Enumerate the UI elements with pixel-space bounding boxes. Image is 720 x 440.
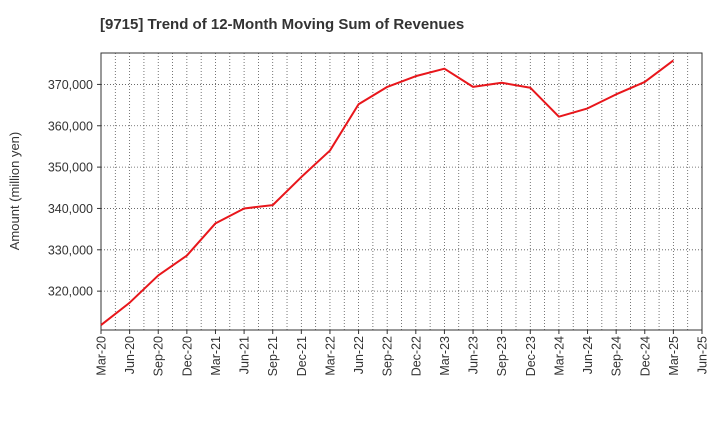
x-tick-label: Dec-22 [409,336,423,376]
x-tick-label: Sep-24 [610,336,624,376]
x-tick-label: Sep-21 [266,336,280,376]
x-tick-label: Jun-24 [581,336,595,374]
x-tick-label: Jun-22 [352,336,366,374]
y-axis-label: Amount (million yen) [7,132,22,251]
plot-frame [100,52,703,331]
x-tick-label: Dec-23 [524,336,538,376]
y-tick-label: 330,000 [48,243,93,257]
x-tick-label: Dec-20 [180,336,194,376]
y-tick-label: 340,000 [48,202,93,216]
x-tick-label: Jun-23 [467,336,481,374]
x-tick-label: Mar-20 [95,336,109,376]
x-tick-label: Dec-21 [295,336,309,376]
x-tick-label: Mar-23 [438,336,452,376]
x-tick-label: Dec-24 [638,336,652,376]
x-tick-label: Mar-21 [209,336,223,376]
x-tick-label: Sep-20 [152,336,166,376]
y-tick-label: 370,000 [48,78,93,92]
x-tick-label: Sep-22 [381,336,395,376]
y-tick-label: 320,000 [48,285,93,299]
x-tick-label: Jun-20 [123,336,137,374]
x-tick-label: Sep-23 [495,336,509,376]
series-line [100,59,674,326]
y-tick-label: 360,000 [48,119,93,133]
x-tick-label: Mar-24 [552,336,566,376]
x-tick-label: Jun-21 [238,336,252,374]
chart-title: [9715] Trend of 12-Month Moving Sum of R… [100,16,465,33]
x-tick-label: Mar-25 [667,336,681,376]
y-tick-label: 350,000 [48,161,93,175]
x-tick-label: Mar-22 [323,336,337,376]
x-tick-label: Jun-25 [696,336,710,374]
